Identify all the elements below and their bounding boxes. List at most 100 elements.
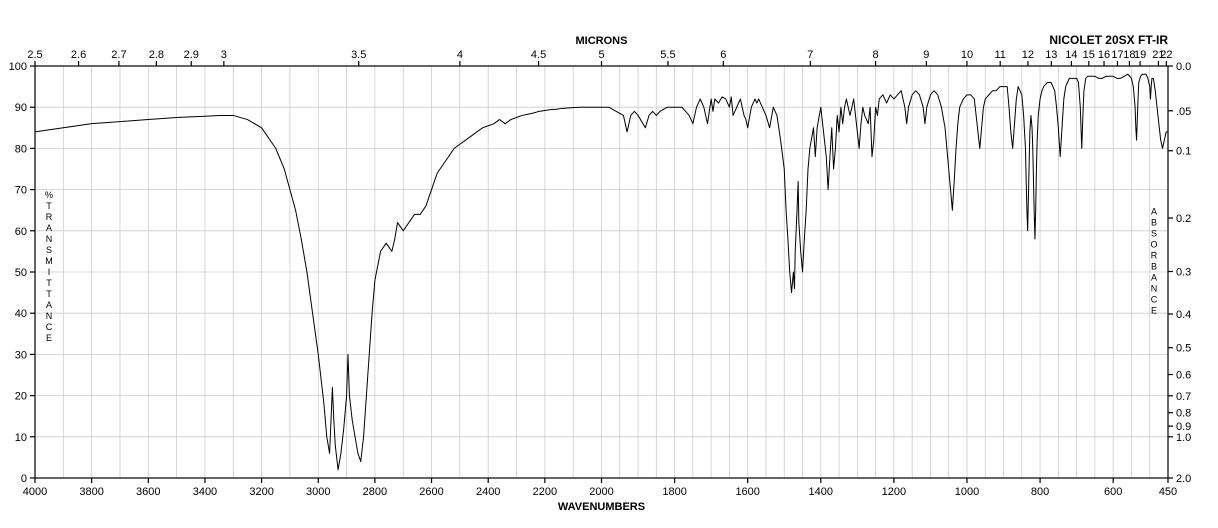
top-tick-label: 3.5 (351, 49, 366, 61)
right-axis-label-letter: B (1151, 261, 1157, 271)
left-tick-label: 30 (15, 349, 27, 361)
left-axis-label-letter: A (46, 300, 52, 310)
right-tick-label: 0.1 (1176, 146, 1191, 158)
right-tick-label: 0.8 (1176, 408, 1191, 420)
right-axis-label-letter: O (1150, 239, 1157, 249)
bottom-tick-label: 2600 (419, 486, 443, 498)
bottom-tick-label: 2200 (533, 486, 557, 498)
left-axis-label-letter: I (48, 267, 51, 277)
chart-svg: 4000380036003400320030002800260024002200… (0, 0, 1218, 528)
right-tick-label: 1.0 (1176, 432, 1191, 444)
right-tick-label: .05 (1176, 106, 1191, 118)
left-tick-label: 60 (15, 226, 27, 238)
top-tick-label: 12 (1022, 49, 1034, 61)
left-axis-label-letter: S (46, 245, 52, 255)
top-tick-label: 13 (1045, 49, 1057, 61)
bottom-tick-label: 800 (1031, 486, 1049, 498)
bottom-tick-label: 1600 (735, 486, 759, 498)
top-tick-label: 4.5 (531, 49, 546, 61)
grid (35, 66, 1168, 478)
right-axis: 0.0.050.10.20.30.40.50.60.70.80.91.02.0A… (1150, 61, 1191, 485)
bottom-tick-label: 3200 (249, 486, 273, 498)
bottom-tick-label: 3800 (79, 486, 103, 498)
bottom-tick-label: 2000 (589, 486, 613, 498)
top-tick-label: 8 (873, 49, 879, 61)
top-tick-label: 6 (720, 49, 726, 61)
top-tick-label: 5.5 (660, 49, 675, 61)
right-axis-label-letter: E (1151, 305, 1157, 315)
left-tick-label: 10 (15, 432, 27, 444)
bottom-tick-label: 3400 (193, 486, 217, 498)
left-tick-label: 90 (15, 102, 27, 114)
bottom-tick-label: 1200 (882, 486, 906, 498)
right-tick-label: 0.4 (1176, 309, 1191, 321)
bottom-tick-label: 3000 (306, 486, 330, 498)
left-axis-label-letter: A (46, 223, 52, 233)
top-tick-label: 2.7 (111, 49, 126, 61)
right-axis-label-letter: S (1151, 228, 1157, 238)
right-tick-label: 0.2 (1176, 213, 1191, 225)
top-tick-label: 15 (1083, 49, 1095, 61)
right-tick-label: 0.0 (1176, 61, 1191, 73)
left-axis-label-letter: M (45, 256, 53, 266)
left-axis-label-letter: E (46, 333, 52, 343)
right-axis-label-letter: R (1151, 250, 1158, 260)
bottom-tick-label: 2400 (476, 486, 500, 498)
right-tick-label: 0.3 (1176, 267, 1191, 279)
left-axis-label-letter: R (46, 212, 53, 222)
right-tick-label: 2.0 (1176, 473, 1191, 485)
top-tick-label: 2.5 (27, 49, 42, 61)
bottom-tick-label: 3600 (136, 486, 160, 498)
left-tick-label: 80 (15, 143, 27, 155)
left-axis-label-letter: N (46, 311, 53, 321)
left-axis: 0102030405060708090100%TRANSMITTANCE (9, 61, 53, 485)
left-axis-label-letter: T (46, 201, 52, 211)
bottom-tick-label: 1400 (809, 486, 833, 498)
bottom-tick-label: 1000 (955, 486, 979, 498)
right-tick-label: 0.6 (1176, 370, 1191, 382)
top-tick-label: 14 (1065, 49, 1077, 61)
top-tick-label: 3 (221, 49, 227, 61)
top-axis-title: MICRONS (576, 35, 628, 47)
top-tick-label: 19 (1134, 49, 1146, 61)
left-tick-label: 50 (15, 267, 27, 279)
bottom-tick-label: 1800 (662, 486, 686, 498)
top-axis: 2.5 2.6 2.7 2.8 2.9 3 3.5 4 4.5 5 5.5 6 7 8 9 10 11 12 13 1… (27, 35, 1172, 66)
left-axis-label-letter: T (46, 289, 52, 299)
top-tick-label: 22 (1160, 49, 1172, 61)
left-axis-label-letter: C (46, 322, 53, 332)
left-tick-label: 100 (9, 61, 27, 73)
top-tick-label: 7 (807, 49, 813, 61)
bottom-axis-title: WAVENUMBERS (558, 501, 645, 513)
top-tick-label: 9 (923, 49, 929, 61)
top-tick-label: 2.8 (149, 49, 164, 61)
top-tick-label: 17 (1111, 49, 1123, 61)
top-tick-label: 10 (961, 49, 973, 61)
right-tick-label: 0.7 (1176, 391, 1191, 403)
right-axis-label-letter: A (1151, 206, 1157, 216)
bottom-tick-label: 600 (1104, 486, 1122, 498)
left-tick-label: 70 (15, 185, 27, 197)
ir-spectrum-chart: 4000380036003400320030002800260024002200… (0, 0, 1218, 528)
left-tick-label: 40 (15, 308, 27, 320)
bottom-tick-label: 450 (1159, 486, 1177, 498)
bottom-tick-label: 4000 (23, 486, 47, 498)
top-tick-label: 2.6 (71, 49, 86, 61)
right-axis-label-letter: C (1151, 294, 1158, 304)
right-axis-label-letter: B (1151, 217, 1157, 227)
top-tick-label: 4 (457, 49, 463, 61)
bottom-tick-label: 2800 (363, 486, 387, 498)
top-tick-label: 2.9 (184, 49, 199, 61)
right-tick-label: 0.5 (1176, 343, 1191, 355)
left-tick-label: 20 (15, 391, 27, 403)
top-tick-label: 16 (1098, 49, 1110, 61)
top-tick-label: 5 (598, 49, 604, 61)
top-tick-label: 11 (994, 49, 1005, 61)
right-axis-label-letter: A (1151, 272, 1157, 282)
bottom-axis: 4000 3800 3600 3400 3200 3000 2800 2600 2400 2200… (23, 478, 1177, 513)
left-axis-label-letter: N (46, 234, 53, 244)
instrument-label: NICOLET 20SX FT-IR (1049, 33, 1168, 47)
right-axis-label-letter: N (1151, 283, 1158, 293)
left-axis-label-letter: % (45, 190, 53, 200)
left-axis-label-letter: T (46, 278, 52, 288)
